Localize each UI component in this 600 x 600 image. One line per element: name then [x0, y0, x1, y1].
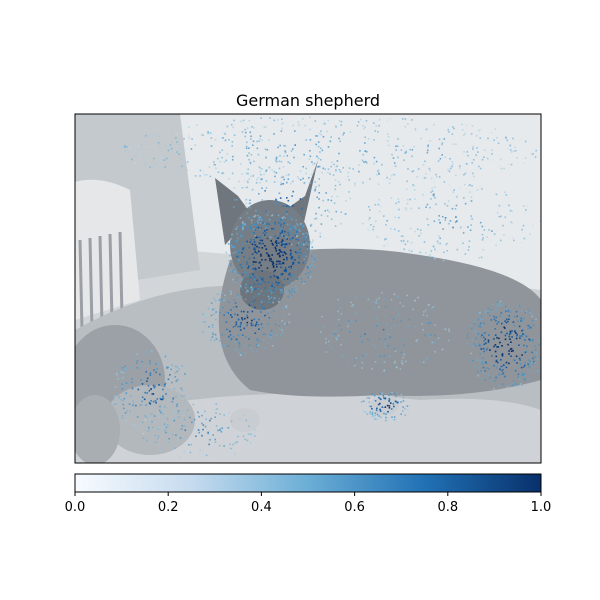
colorbar-axis: 0.0 0.2 0.4 0.6 0.8 1.0 [65, 492, 552, 515]
colorbar-tick-label: 0.0 [65, 500, 86, 515]
image-axes-frame [74, 113, 542, 464]
colorbar [74, 473, 542, 493]
heatmap-image [75, 114, 541, 463]
radiator-shape [75, 179, 140, 331]
colorbar-tick-label: 0.4 [251, 500, 272, 515]
colorbar-tick-label: 1.0 [531, 500, 552, 515]
colorbar-tick-label: 0.6 [344, 500, 365, 515]
saliency-overlay [112, 116, 541, 460]
colorbar-tick-label: 0.8 [437, 500, 458, 515]
chart-title: German shepherd [236, 91, 380, 110]
colorbar-tick-label: 0.2 [158, 500, 179, 515]
dog-silhouette [215, 160, 318, 310]
